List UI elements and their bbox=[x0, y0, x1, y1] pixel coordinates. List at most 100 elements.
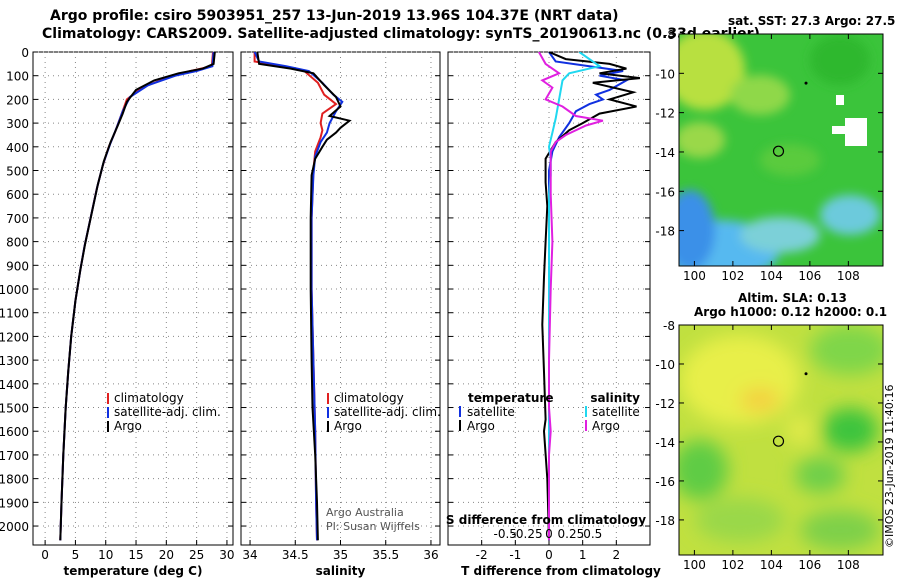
x-tick-label: 20 bbox=[159, 548, 174, 562]
x-axis-label: T difference from climatology bbox=[461, 564, 661, 578]
map-y-tick-label: -14 bbox=[655, 436, 675, 450]
map-y-tick-label: -12 bbox=[655, 107, 675, 121]
temperature-legend-label: climatology bbox=[114, 391, 184, 405]
x-tick-label: 34.5 bbox=[282, 548, 309, 562]
salinity-legend-label: climatology bbox=[334, 391, 404, 405]
map-x-tick-label: 104 bbox=[760, 269, 783, 283]
series-line-t-argo bbox=[541, 52, 641, 541]
sst-map-title: sat. SST: 27.3 Argo: 27.5 bbox=[728, 14, 896, 28]
y-tick-label: 300 bbox=[6, 117, 29, 131]
y-tick-label: 1700 bbox=[0, 449, 29, 463]
series-line-argo bbox=[256, 52, 352, 541]
x-axis-label: salinity bbox=[316, 564, 366, 578]
y-tick-label: 1100 bbox=[0, 307, 29, 321]
map-frame-sst-map bbox=[678, 33, 884, 267]
x-tick-label: 25 bbox=[189, 548, 204, 562]
y-tick-label: 0 bbox=[21, 46, 29, 60]
sla-map-title-line-1: Altim. SLA: 0.13 bbox=[738, 291, 847, 305]
y-tick-label: 1300 bbox=[0, 354, 29, 368]
y-tick-label: 1800 bbox=[0, 473, 29, 487]
y-tick-label: 1200 bbox=[0, 330, 29, 344]
y-tick-label: 1600 bbox=[0, 425, 29, 439]
y-tick-label: 1900 bbox=[0, 496, 29, 510]
map-y-tick-label: -18 bbox=[655, 514, 675, 528]
x-tick-label: 35 bbox=[333, 548, 348, 562]
island-marker bbox=[804, 81, 808, 85]
profile-location-marker bbox=[772, 435, 785, 447]
map-x-tick-label: 104 bbox=[760, 558, 783, 572]
y-tick-label: 500 bbox=[6, 165, 29, 179]
map-x-tick-label: 108 bbox=[837, 269, 860, 283]
map-y-tick-label: -8 bbox=[663, 319, 675, 333]
y-tick-label: 200 bbox=[6, 93, 29, 107]
x-axis-label: temperature (deg C) bbox=[64, 564, 203, 578]
map-y-tick-label: -10 bbox=[655, 358, 675, 372]
map-y-tick-label: -16 bbox=[655, 475, 675, 489]
temperature-legend-label: satellite-adj. clim. bbox=[114, 405, 221, 419]
x-tick-label: -2 bbox=[476, 548, 488, 562]
x-tick-label: 35.5 bbox=[372, 548, 399, 562]
map-x-tick-label: 108 bbox=[837, 558, 860, 572]
diff-legend-label: satellite bbox=[592, 405, 640, 419]
panel-frame-salinity-profile bbox=[240, 51, 441, 546]
x-tick-label: -1 bbox=[509, 548, 521, 562]
s-tick-label: 0.25 bbox=[558, 527, 585, 541]
y-tick-label: 2000 bbox=[0, 520, 29, 534]
x-tick-label: 15 bbox=[128, 548, 143, 562]
x-tick-label: 10 bbox=[98, 548, 113, 562]
s-axis-label: S difference from climatology bbox=[446, 513, 646, 527]
x-tick-label: 1 bbox=[579, 548, 587, 562]
map-x-tick-label: 102 bbox=[721, 558, 744, 572]
annotation-argo-australia: Argo Australia bbox=[326, 506, 404, 519]
figure-title-line-2: Climatology: CARS2009. Satellite-adjuste… bbox=[42, 26, 760, 42]
y-tick-label: 1400 bbox=[0, 378, 29, 392]
map-y-tick-label: -18 bbox=[655, 225, 675, 239]
s-tick-label: -0.5 bbox=[494, 527, 517, 541]
y-tick-label: 1500 bbox=[0, 402, 29, 416]
series-line-s-argo bbox=[538, 52, 604, 541]
y-tick-label: 900 bbox=[6, 259, 29, 273]
diff-legend-salinity-heading: salinity bbox=[590, 391, 640, 405]
map-y-tick-label: -16 bbox=[655, 185, 675, 199]
x-tick-label: 5 bbox=[72, 548, 80, 562]
x-tick-label: 0 bbox=[41, 548, 49, 562]
y-tick-label: 800 bbox=[6, 236, 29, 250]
map-x-tick-label: 100 bbox=[683, 558, 706, 572]
annotation-pi-name: PI: Susan Wijffels bbox=[326, 520, 420, 533]
y-tick-label: 600 bbox=[6, 188, 29, 202]
sst-map-image bbox=[679, 34, 883, 266]
diff-legend-label: Argo bbox=[592, 419, 620, 433]
island-marker bbox=[804, 372, 808, 376]
map-y-tick-label: -8 bbox=[663, 28, 675, 42]
series-line-s-satellite bbox=[547, 52, 602, 541]
map-x-tick-label: 102 bbox=[721, 269, 744, 283]
series-line-satellite-adj-clim- bbox=[253, 52, 344, 541]
sla-map-image bbox=[679, 325, 883, 555]
profile-location-marker bbox=[772, 145, 785, 157]
map-frame-sla-map bbox=[678, 324, 884, 556]
x-tick-label: 30 bbox=[219, 548, 234, 562]
diff-legend-temperature-heading: temperature bbox=[468, 391, 553, 405]
x-tick-label: 34 bbox=[242, 548, 257, 562]
salinity-legend-label: Argo bbox=[334, 419, 362, 433]
y-tick-label: 1000 bbox=[0, 283, 29, 297]
x-tick-label: 2 bbox=[613, 548, 621, 562]
series-line-argo bbox=[59, 52, 216, 541]
map-x-tick-label: 106 bbox=[798, 269, 821, 283]
y-tick-label: 400 bbox=[6, 141, 29, 155]
s-tick-label: 0 bbox=[545, 527, 553, 541]
series-line-satellite-adj-clim- bbox=[59, 52, 215, 541]
x-tick-label: 36 bbox=[423, 548, 438, 562]
s-tick-label: 0.5 bbox=[583, 527, 602, 541]
temperature-legend-label: Argo bbox=[114, 419, 142, 433]
diff-legend-label: Argo bbox=[467, 419, 495, 433]
x-tick-label: 0 bbox=[545, 548, 553, 562]
map-y-tick-label: -12 bbox=[655, 397, 675, 411]
salinity-legend-label: satellite-adj. clim. bbox=[334, 405, 441, 419]
diff-legend-label: satellite bbox=[467, 405, 515, 419]
series-line-climatology bbox=[59, 52, 214, 541]
map-x-tick-label: 100 bbox=[683, 269, 706, 283]
